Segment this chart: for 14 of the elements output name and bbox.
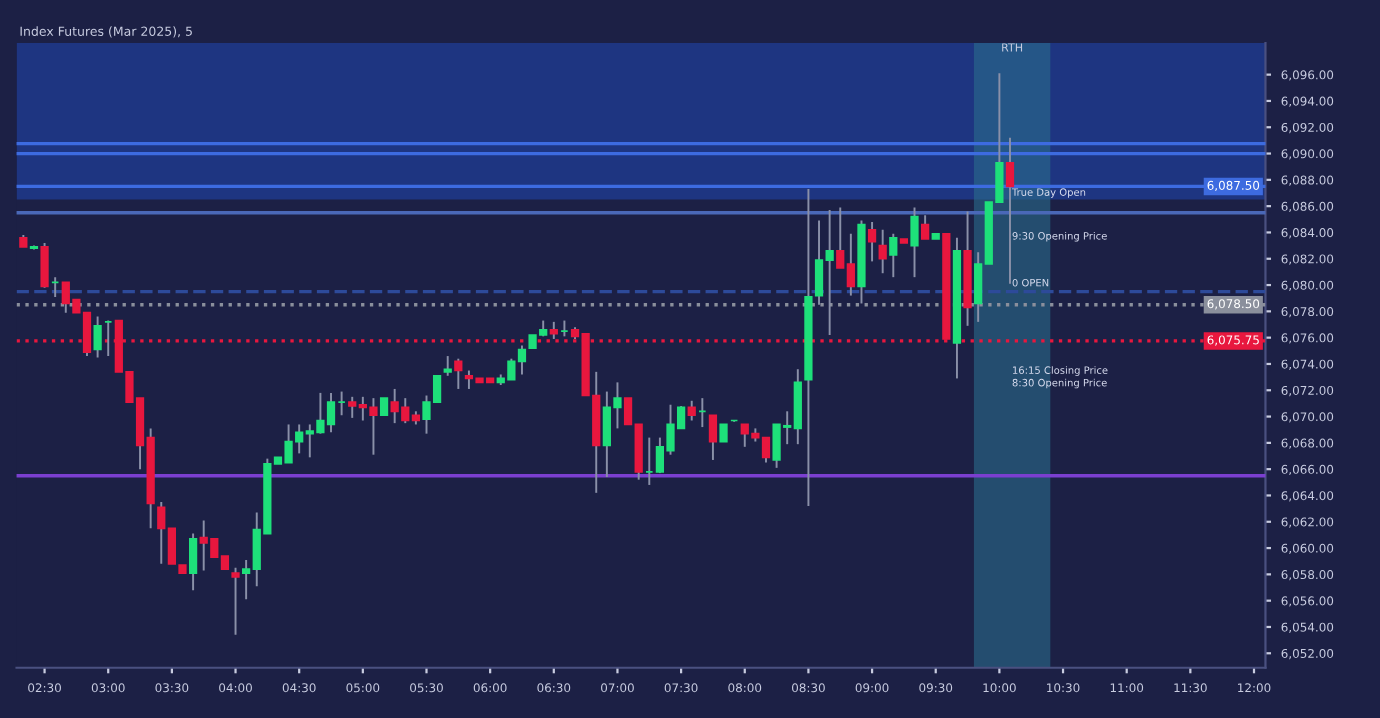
candlestick — [889, 232, 898, 279]
candlestick — [920, 214, 930, 240]
candlestick — [687, 399, 696, 422]
candlestick — [1005, 136, 1015, 285]
candlestick — [93, 315, 102, 359]
candlestick — [454, 357, 463, 390]
candlestick — [708, 414, 718, 461]
candlestick — [878, 228, 887, 275]
candlestick — [188, 532, 198, 592]
candlestick — [40, 242, 49, 289]
candlestick — [231, 566, 240, 636]
candlestick — [867, 220, 877, 263]
candlestick — [443, 355, 452, 377]
candlestick — [910, 206, 919, 279]
